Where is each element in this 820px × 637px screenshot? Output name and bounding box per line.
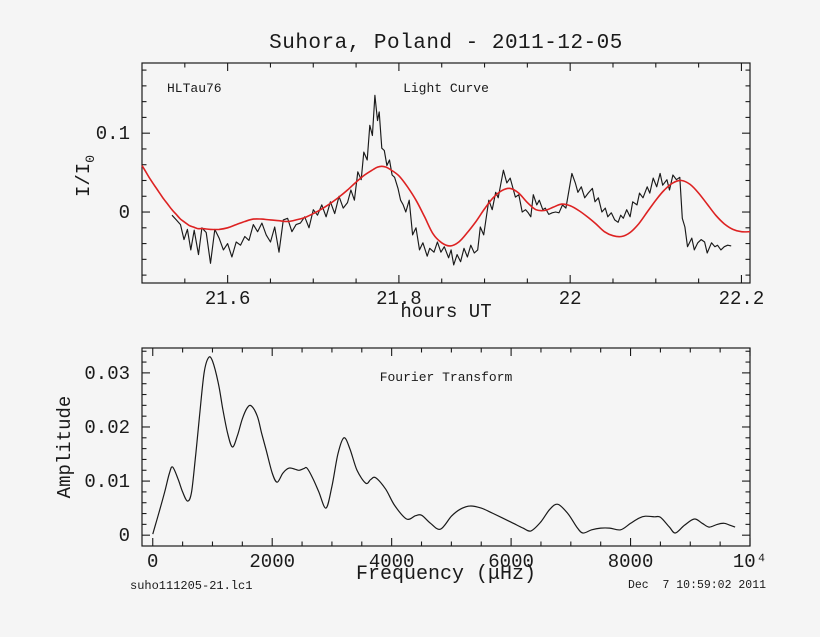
fourier-transform-label: Fourier Transform bbox=[379, 370, 513, 385]
observed_light_curve-line bbox=[171, 94, 732, 266]
fourier_transform-frame bbox=[141, 347, 751, 547]
amplitude_spectrum-line bbox=[152, 356, 736, 535]
tick-label: 8000 bbox=[608, 551, 654, 573]
tick-label: 0.02 bbox=[84, 417, 130, 439]
light-curve-label: Light Curve bbox=[403, 81, 489, 96]
tick-label: 4000 bbox=[369, 551, 415, 573]
tick-label: 22 bbox=[559, 288, 582, 310]
light_curve-frame bbox=[141, 62, 751, 284]
tick-label: 0.01 bbox=[84, 471, 130, 493]
y-axis-label-subscript: 0 bbox=[82, 154, 98, 163]
tick-label: 0.03 bbox=[84, 363, 130, 385]
y-axis-label-main: Amplitude bbox=[54, 395, 77, 499]
plot-timestamp: Dec 7 10:59:02 2011 bbox=[627, 579, 766, 592]
fourier-y-axis-label: Amplitude bbox=[54, 395, 78, 499]
tick-label: 21.8 bbox=[376, 288, 422, 310]
fit_curve-line bbox=[141, 165, 751, 247]
data-filename: suho111205-21.lc1 bbox=[130, 579, 253, 593]
tick-label: 2000 bbox=[249, 551, 295, 573]
light-curve-y-axis-label: I/I0 bbox=[73, 154, 98, 198]
light-curve-x-axis-label: hours UT bbox=[400, 301, 492, 323]
tick-label: 0.1 bbox=[96, 123, 130, 145]
plot-title: Suhora, Poland - 2011-12-05 bbox=[269, 32, 623, 55]
tick-label: 21.6 bbox=[205, 288, 251, 310]
tick-label: 22.2 bbox=[719, 288, 765, 310]
fourier-x-axis-label: Frequency (μHz) bbox=[355, 563, 537, 586]
star-id-label: HLTau76 bbox=[167, 81, 222, 96]
tick-label: 0 bbox=[119, 525, 130, 547]
y-axis-label-main: I/I bbox=[73, 162, 96, 198]
tick-label: 0 bbox=[147, 551, 158, 573]
tick-label: 10⁴ bbox=[733, 551, 767, 573]
tick-label: 6000 bbox=[488, 551, 534, 573]
tick-label: 0 bbox=[119, 202, 130, 224]
